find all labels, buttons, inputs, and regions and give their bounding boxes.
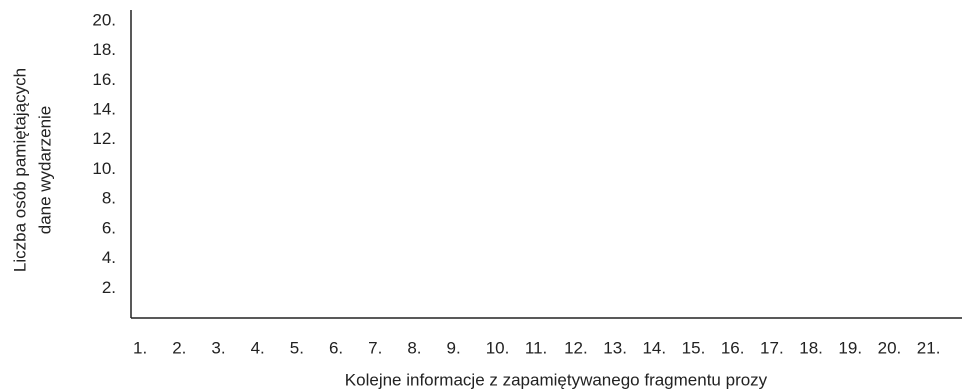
- x-tick-label: 5.: [290, 338, 304, 357]
- x-tick-label: 4.: [251, 338, 265, 357]
- x-tick-label: 15.: [682, 338, 706, 357]
- x-tick-label: 6.: [329, 338, 343, 357]
- x-tick-label: 7.: [368, 338, 382, 357]
- y-tick-label: 16.: [92, 70, 116, 89]
- x-tick-label: 14.: [642, 338, 666, 357]
- y-tick-label: 2.: [102, 278, 116, 297]
- x-tick-label: 18.: [799, 338, 823, 357]
- x-tick-label: 11.: [525, 338, 547, 357]
- x-tick-label: 1.: [133, 338, 147, 357]
- y-tick-label: 12.: [92, 129, 116, 148]
- x-tick-label: 12.: [564, 338, 588, 357]
- x-tick-label: 10.: [486, 338, 510, 357]
- x-tick-label: 19.: [838, 338, 862, 357]
- y-tick-label: 20.: [92, 10, 116, 29]
- y-axis-label: dane wydarzenie: [35, 106, 54, 235]
- y-tick-label: 4.: [102, 248, 116, 267]
- x-tick-label: 9.: [447, 338, 461, 357]
- x-axis-label: Kolejne informacje z zapamiętywanego fra…: [345, 370, 768, 389]
- y-tick-label: 10.: [92, 159, 116, 178]
- y-tick-label: 18.: [92, 40, 116, 59]
- x-tick-label: 16.: [721, 338, 745, 357]
- y-tick-label: 8.: [102, 189, 116, 208]
- x-tick-label: 13.: [603, 338, 627, 357]
- y-tick-label: 6.: [102, 218, 116, 237]
- y-tick-label: 14.: [92, 99, 116, 118]
- x-tick-label: 17.: [760, 338, 784, 357]
- x-tick-label: 2.: [172, 338, 186, 357]
- x-tick-label: 21.: [917, 338, 941, 357]
- x-tick-label: 20.: [878, 338, 902, 357]
- x-tick-label: 3.: [211, 338, 225, 357]
- y-axis-label: Liczba osób pamiętających: [10, 68, 29, 272]
- x-tick-label: 8.: [407, 338, 421, 357]
